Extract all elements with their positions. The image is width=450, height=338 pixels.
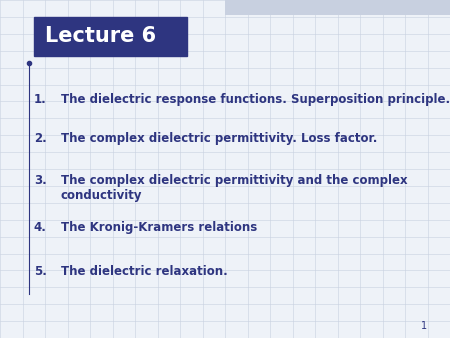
Text: 2.: 2. [34, 132, 46, 145]
Text: Lecture 6: Lecture 6 [45, 26, 156, 46]
Text: 5.: 5. [34, 265, 47, 278]
FancyBboxPatch shape [34, 17, 187, 56]
FancyBboxPatch shape [225, 0, 450, 15]
Text: The complex dielectric permittivity and the complex
conductivity: The complex dielectric permittivity and … [61, 174, 407, 202]
Text: 1: 1 [421, 321, 428, 331]
Text: The Kronig-Kramers relations: The Kronig-Kramers relations [61, 221, 257, 234]
Text: 4.: 4. [34, 221, 47, 234]
Text: The dielectric response functions. Superposition principle.: The dielectric response functions. Super… [61, 93, 450, 106]
Text: 3.: 3. [34, 174, 46, 187]
Text: 1.: 1. [34, 93, 46, 106]
Text: The dielectric relaxation.: The dielectric relaxation. [61, 265, 228, 278]
Text: The complex dielectric permittivity. Loss factor.: The complex dielectric permittivity. Los… [61, 132, 377, 145]
